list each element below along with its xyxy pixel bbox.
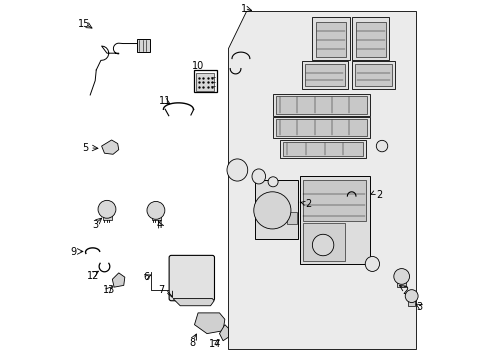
Bar	[287, 212, 297, 224]
Bar	[272, 117, 369, 138]
Ellipse shape	[251, 169, 265, 184]
Bar	[299, 176, 369, 264]
Bar	[302, 180, 365, 221]
Bar	[301, 62, 347, 89]
Polygon shape	[112, 273, 124, 287]
Circle shape	[147, 202, 164, 219]
Text: 13: 13	[103, 285, 115, 295]
Circle shape	[312, 234, 333, 256]
Text: 1: 1	[241, 4, 247, 14]
Bar	[151, 211, 160, 220]
Text: 3: 3	[416, 302, 422, 312]
Polygon shape	[173, 298, 214, 306]
Bar	[397, 280, 405, 287]
Bar	[283, 142, 363, 156]
Bar	[280, 140, 365, 158]
Text: 4: 4	[156, 220, 162, 230]
Text: 7: 7	[158, 285, 164, 295]
Bar	[354, 64, 391, 86]
Text: 8: 8	[189, 338, 195, 347]
Text: 2: 2	[401, 286, 407, 296]
Circle shape	[98, 201, 116, 218]
Polygon shape	[228, 12, 415, 348]
Bar	[272, 94, 369, 116]
Circle shape	[393, 269, 408, 284]
Bar	[255, 180, 298, 239]
Bar	[351, 62, 394, 89]
Bar	[196, 73, 214, 91]
Ellipse shape	[267, 177, 278, 187]
Text: 14: 14	[209, 339, 221, 348]
Bar	[312, 18, 349, 60]
Text: 5: 5	[82, 143, 88, 153]
Bar	[136, 39, 149, 52]
Bar	[351, 18, 388, 60]
Polygon shape	[102, 140, 119, 154]
Text: 9: 9	[71, 247, 77, 257]
Text: 2: 2	[370, 190, 382, 200]
Bar	[355, 22, 385, 57]
Bar	[275, 119, 366, 136]
Text: 15: 15	[78, 18, 90, 28]
Bar	[407, 298, 414, 306]
Text: 2: 2	[300, 199, 311, 209]
FancyBboxPatch shape	[169, 255, 214, 301]
Polygon shape	[194, 313, 224, 334]
Polygon shape	[219, 325, 228, 341]
Ellipse shape	[365, 256, 379, 271]
Bar	[193, 70, 216, 93]
Circle shape	[253, 192, 290, 229]
Text: 10: 10	[192, 61, 204, 71]
Bar	[315, 22, 345, 57]
Bar	[304, 64, 344, 86]
Ellipse shape	[376, 140, 387, 152]
Bar	[302, 223, 344, 261]
Bar	[275, 96, 366, 113]
Circle shape	[405, 290, 417, 302]
Text: 12: 12	[86, 271, 99, 281]
Text: 6: 6	[143, 272, 149, 282]
Text: 11: 11	[159, 96, 171, 106]
Text: 3: 3	[92, 220, 98, 230]
Ellipse shape	[226, 159, 247, 181]
Bar	[103, 211, 111, 220]
